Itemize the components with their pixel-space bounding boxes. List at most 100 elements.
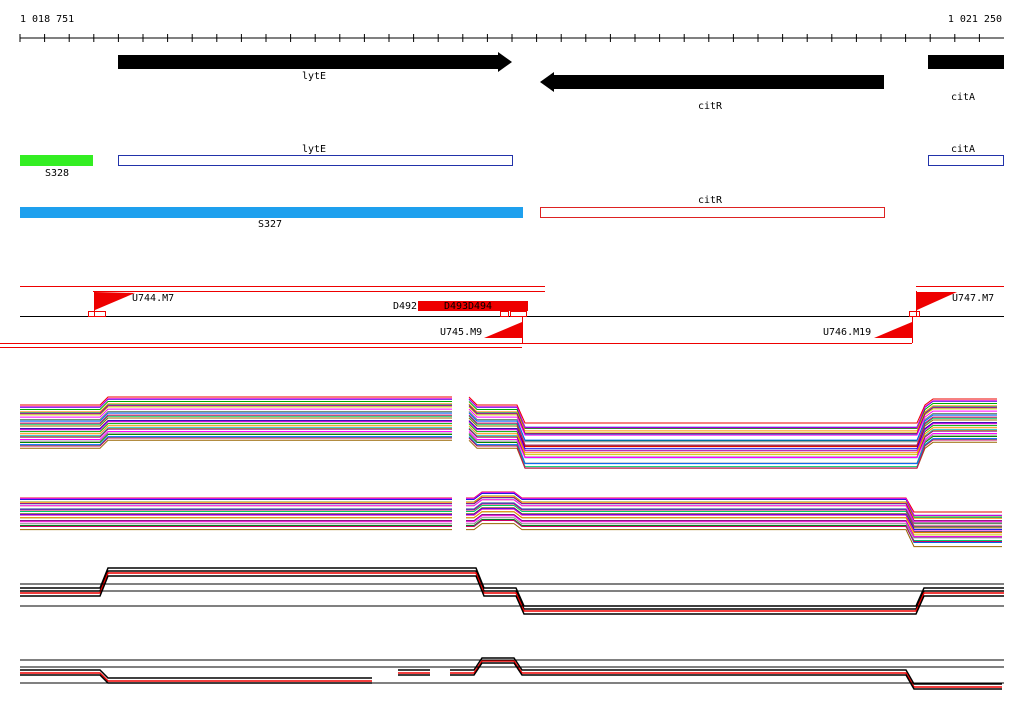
trace (466, 508, 1002, 532)
trace (468, 406, 997, 434)
ruler-start: 1 018 751 (20, 14, 74, 25)
trace (20, 401, 452, 410)
annotation-label: lytE (302, 144, 326, 155)
feature-label: U747.M7 (952, 293, 994, 304)
trace (20, 439, 452, 449)
segment-label: S327 (258, 219, 282, 230)
trace (20, 415, 452, 425)
trace (468, 437, 997, 468)
trace (20, 412, 452, 422)
trace (450, 662, 1002, 690)
trace (20, 432, 452, 442)
trace (20, 427, 452, 437)
trace (466, 495, 1002, 519)
marker (909, 311, 920, 317)
flag[interactable] (874, 322, 912, 338)
trace (20, 398, 452, 408)
trace (450, 657, 1002, 685)
trace (468, 425, 997, 454)
trace (468, 428, 997, 456)
trace (466, 503, 1002, 527)
trace (466, 517, 1002, 539)
trace (20, 417, 452, 427)
trace (20, 420, 452, 430)
trace (466, 491, 1002, 516)
gene-arrow[interactable] (118, 52, 512, 72)
trace (20, 425, 452, 435)
segment-label: S328 (45, 168, 69, 179)
trace (466, 507, 1002, 529)
feature-label: U744.M7 (132, 293, 174, 304)
trace (20, 405, 452, 415)
trace (466, 511, 1002, 534)
trace (468, 431, 997, 458)
flag[interactable] (95, 292, 135, 310)
feature-label: D492 (393, 301, 417, 312)
trace (20, 572, 1004, 612)
trace (20, 404, 452, 413)
trace (468, 420, 997, 450)
annotation-label: citA (951, 144, 975, 155)
features: U744.M7 D492 D493 D494 U745.M9 U746.M19 … (0, 286, 1004, 348)
annotation[interactable] (540, 207, 885, 218)
trace (468, 420, 997, 448)
trace (468, 411, 997, 443)
trace (20, 434, 452, 443)
trace (468, 421, 997, 452)
trace (20, 421, 452, 431)
segment[interactable] (20, 207, 523, 218)
trace (468, 412, 997, 441)
annotation[interactable] (118, 155, 513, 166)
trace (450, 660, 1002, 688)
trace (20, 411, 452, 421)
trace (20, 672, 372, 682)
trace (466, 520, 1002, 542)
marker (88, 311, 106, 317)
trace (468, 417, 997, 447)
trace (468, 398, 997, 429)
annotation-label: citR (698, 195, 723, 206)
marker (500, 311, 509, 317)
trace (20, 674, 372, 684)
feature-block[interactable] (418, 301, 528, 311)
trace (468, 414, 997, 446)
trace (20, 408, 452, 418)
trace (468, 396, 997, 424)
trace (468, 436, 997, 465)
feature-label: U745.M9 (440, 327, 482, 338)
gene-arrow[interactable] (540, 72, 884, 92)
gene-arrow[interactable] (928, 55, 1004, 69)
feature-label: U746.M19 (823, 327, 871, 338)
trace (466, 515, 1002, 538)
trace (466, 507, 1002, 530)
trace (468, 401, 997, 429)
trace (20, 403, 452, 413)
trace (468, 437, 997, 469)
gene-label: lytE (302, 71, 326, 82)
trace (468, 404, 997, 435)
flag[interactable] (484, 322, 522, 338)
segment[interactable] (20, 155, 93, 166)
trace (466, 523, 1002, 548)
trace (20, 396, 452, 406)
trace (468, 405, 997, 435)
trace (20, 406, 452, 416)
trace (20, 436, 452, 446)
flag[interactable] (917, 292, 957, 310)
trace (20, 669, 372, 679)
trace (468, 408, 997, 436)
expression-traces (20, 396, 1004, 690)
ruler-end: 1 021 250 (948, 14, 1002, 25)
marker (510, 311, 527, 317)
gene-label: citA (951, 92, 975, 103)
trace (20, 437, 452, 447)
trace (20, 575, 1004, 615)
trace (20, 423, 452, 433)
trace (20, 431, 452, 440)
trace (20, 428, 452, 438)
annotation[interactable] (928, 155, 1004, 166)
trace (20, 414, 452, 424)
trace (466, 497, 1002, 522)
trace (468, 403, 997, 432)
feature-label: D494 (468, 301, 492, 312)
